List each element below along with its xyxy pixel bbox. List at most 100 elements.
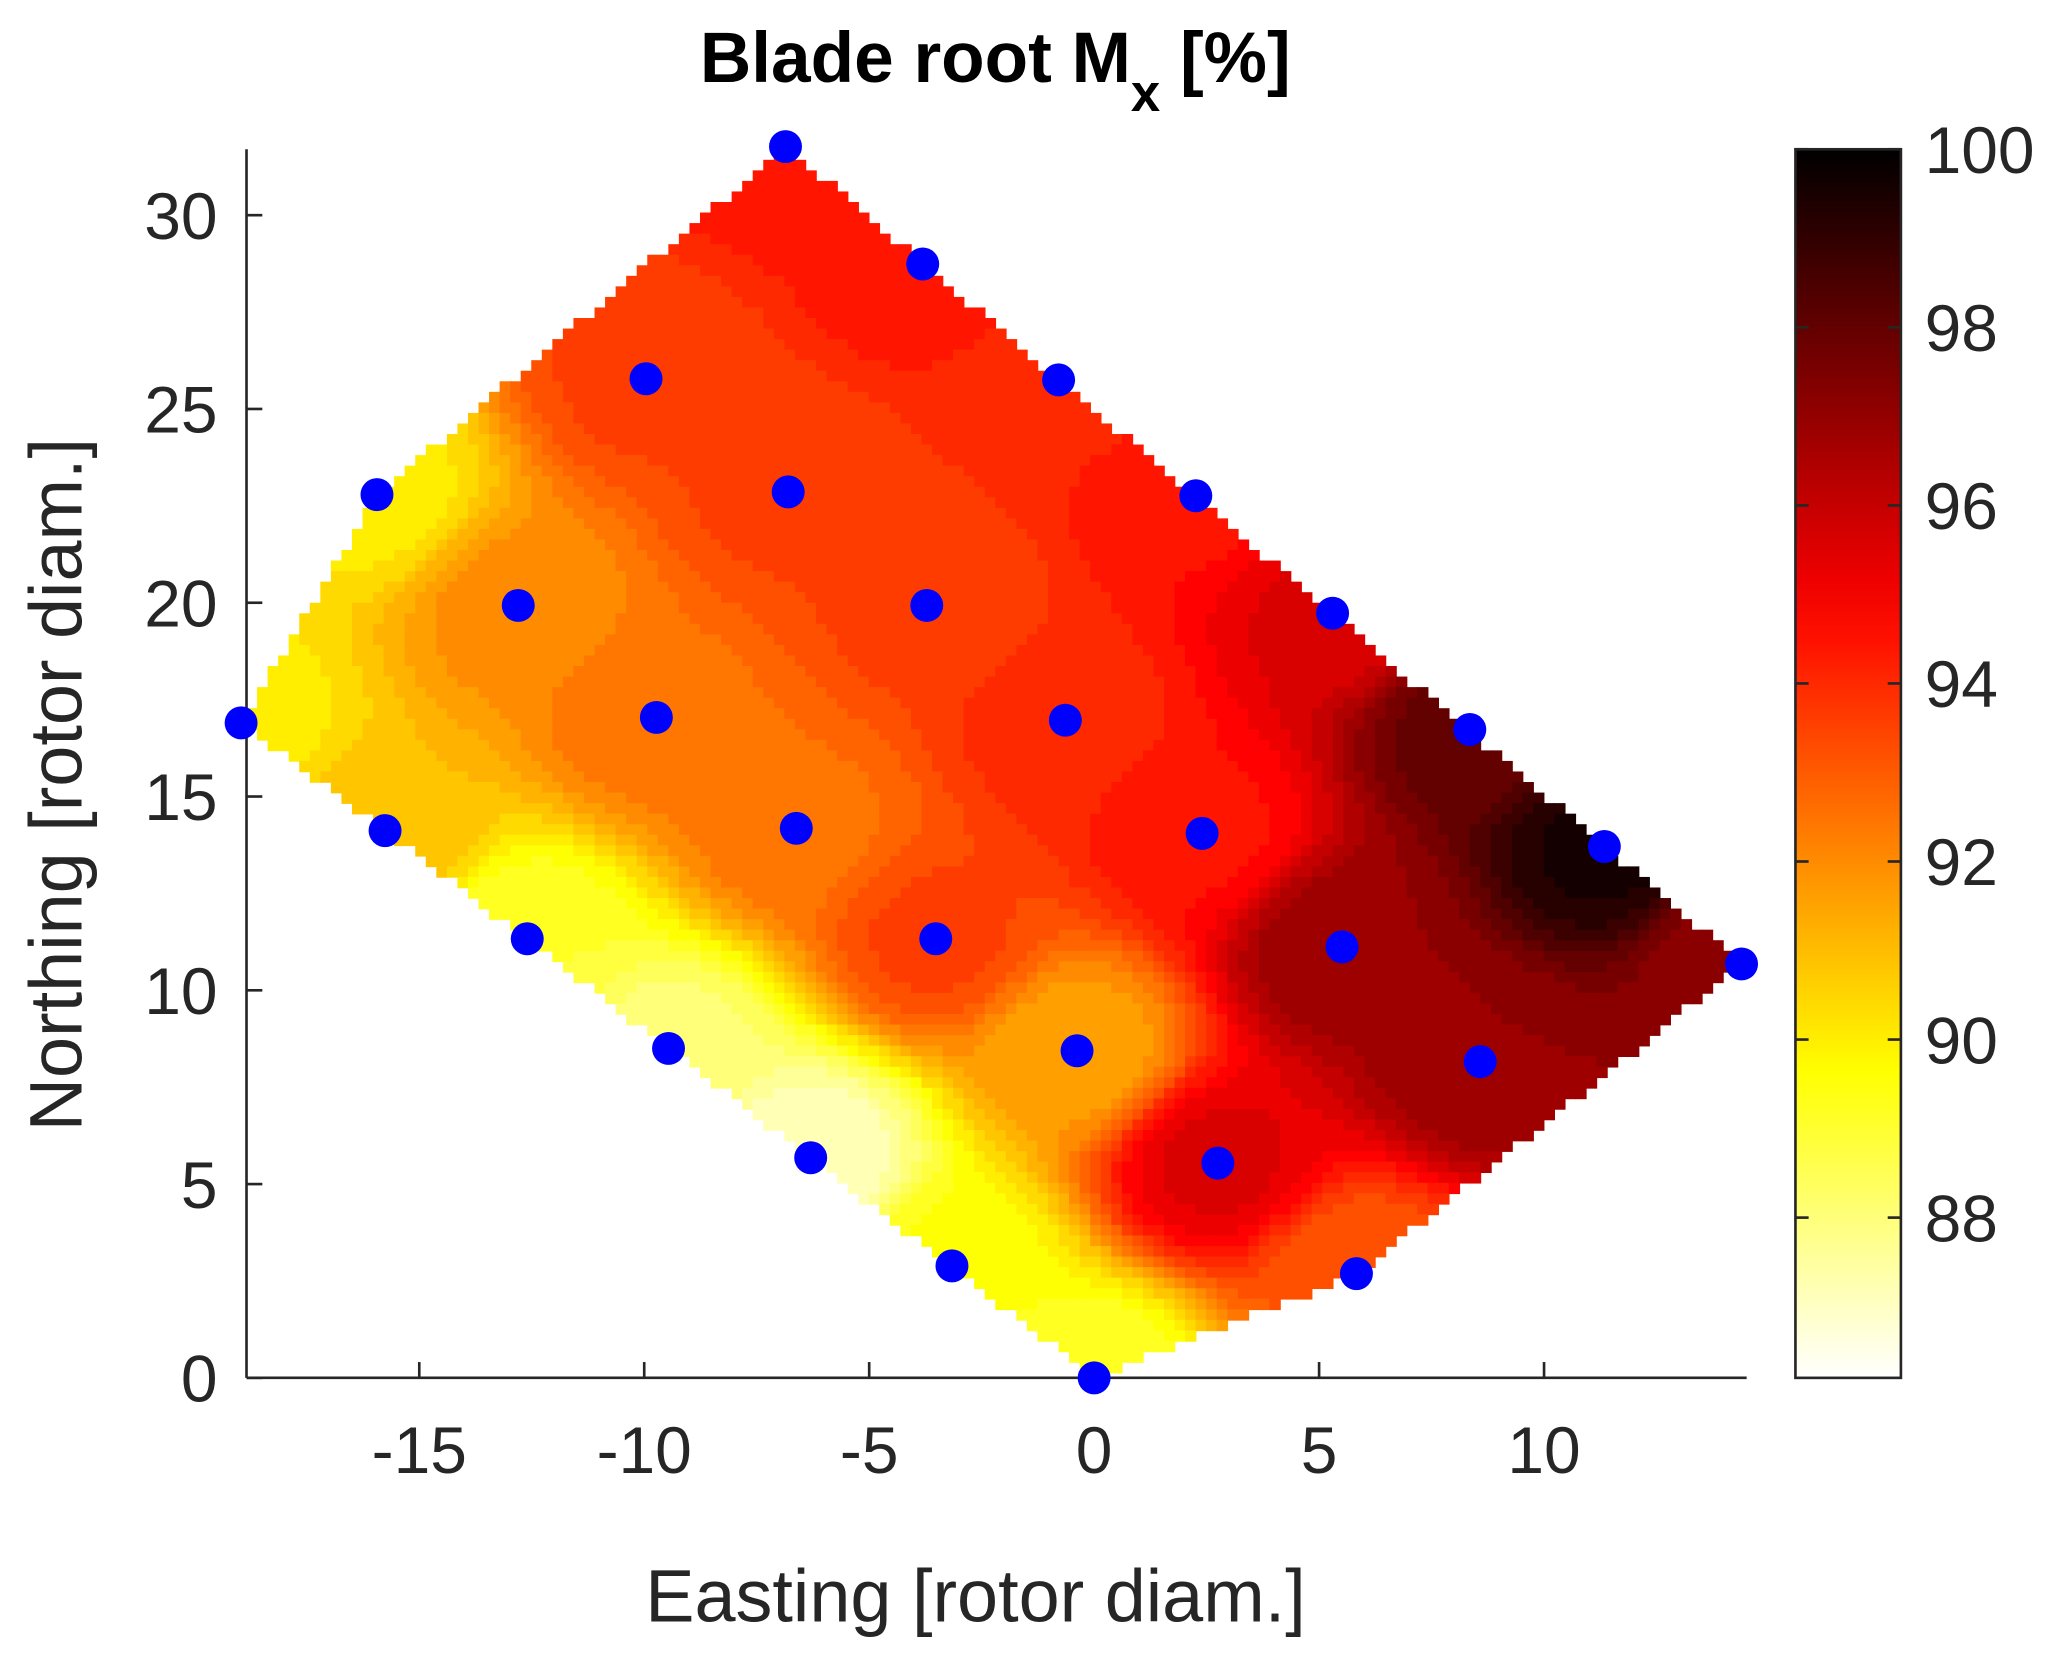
- contour-cell: [784, 1108, 796, 1121]
- contour-cell: [974, 1045, 986, 1058]
- contour-cell: [889, 1172, 902, 1184]
- contour-cell: [763, 560, 775, 572]
- contour-cell: [942, 307, 954, 319]
- contour-cell: [984, 602, 997, 615]
- contour-cell: [678, 908, 691, 920]
- contour-cell: [668, 370, 680, 383]
- contour-cell: [710, 1077, 722, 1089]
- contour-cell: [626, 1014, 638, 1026]
- contour-cell: [721, 813, 733, 825]
- contour-cell: [763, 739, 775, 752]
- contour-cell: [931, 676, 944, 688]
- contour-cell: [931, 1224, 944, 1237]
- contour-cell: [1016, 486, 1028, 499]
- contour-cell: [1037, 887, 1049, 899]
- contour-cell: [710, 212, 722, 224]
- contour-cell: [826, 191, 838, 203]
- contour-cell: [995, 370, 1007, 383]
- contour-cell: [858, 655, 870, 667]
- contour-cell: [657, 961, 670, 973]
- contour-cell: [984, 1056, 997, 1068]
- contour-cell: [626, 971, 638, 984]
- contour-cell: [678, 518, 691, 530]
- contour-cell: [1037, 581, 1049, 593]
- contour-cell: [931, 1056, 944, 1068]
- contour-cell: [953, 1140, 965, 1152]
- contour-cell: [710, 729, 722, 741]
- contour-cell: [489, 613, 501, 625]
- contour-cell: [499, 739, 511, 752]
- contour-cell: [805, 360, 817, 372]
- contour-cell: [900, 687, 912, 699]
- contour-cell: [921, 328, 933, 340]
- contour-cell: [963, 1235, 975, 1247]
- contour-cell: [362, 697, 374, 709]
- contour-cell: [1048, 402, 1060, 414]
- contour-cell: [889, 1045, 902, 1058]
- contour-cell: [1048, 813, 1060, 825]
- contour-cell: [721, 771, 733, 783]
- contour-cell: [815, 370, 828, 383]
- contour-cell: [773, 971, 786, 984]
- contour-cell: [826, 644, 838, 657]
- contour-cell: [763, 307, 775, 319]
- contour-cell: [1037, 782, 1049, 794]
- contour-cell: [731, 307, 743, 319]
- contour-cell: [594, 623, 606, 636]
- contour-cell: [721, 423, 733, 435]
- contour-cell: [868, 750, 881, 762]
- contour-cell: [763, 623, 775, 636]
- contour-cell: [963, 465, 975, 477]
- contour-cell: [847, 212, 859, 224]
- contour-cell: [394, 739, 406, 752]
- contour-cell: [815, 634, 828, 646]
- contour-cell: [689, 845, 701, 857]
- contour-cell: [699, 592, 712, 604]
- contour-cell: [668, 339, 680, 351]
- contour-cell: [362, 560, 374, 572]
- contour-cell: [900, 708, 912, 720]
- contour-cell: [995, 581, 1007, 593]
- contour-cell: [773, 1056, 786, 1068]
- contour-cell: [615, 497, 627, 509]
- contour-cell: [784, 528, 796, 541]
- contour-cell: [647, 1014, 659, 1026]
- contour-cell: [826, 244, 838, 256]
- contour-cell: [974, 834, 986, 847]
- contour-cell: [552, 581, 564, 593]
- contour-cell: [837, 697, 849, 709]
- contour-cell: [436, 528, 448, 541]
- contour-cell: [489, 444, 501, 456]
- contour-cell: [541, 845, 554, 857]
- contour-cell: [668, 286, 680, 298]
- contour-cell: [615, 982, 627, 994]
- contour-cell: [1048, 423, 1060, 435]
- contour-cell: [837, 750, 849, 762]
- contour-cell: [467, 528, 480, 541]
- contour-cell: [815, 1024, 828, 1036]
- contour-cell: [478, 581, 490, 593]
- contour-cell: [763, 539, 775, 551]
- contour-cell: [910, 328, 923, 340]
- contour-cell: [699, 1035, 712, 1047]
- contour-cell: [921, 1224, 933, 1237]
- contour-cell: [963, 855, 975, 868]
- contour-cell: [868, 318, 881, 330]
- contour-cell: [499, 845, 511, 857]
- contour-cell: [889, 708, 902, 720]
- contour-cell: [1026, 1277, 1039, 1290]
- contour-cell: [847, 760, 859, 773]
- contour-cell: [541, 760, 554, 773]
- contour-cell: [942, 750, 954, 762]
- contour-cell: [1016, 792, 1028, 804]
- contour-cell: [826, 1056, 838, 1068]
- contour-cell: [847, 992, 859, 1005]
- contour-cell: [531, 687, 543, 699]
- contour-cell: [837, 876, 849, 889]
- contour-cell: [900, 1172, 912, 1184]
- contour-cell: [288, 644, 301, 657]
- contour-cell: [351, 550, 364, 562]
- contour-cell: [794, 1098, 807, 1110]
- contour-cell: [815, 940, 828, 952]
- contour-cell: [995, 729, 1007, 741]
